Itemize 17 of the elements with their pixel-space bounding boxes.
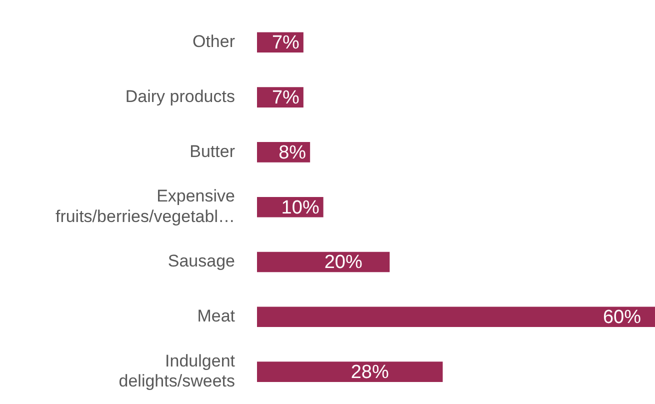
data-label: 20% <box>324 252 362 274</box>
data-label: 60% <box>602 307 642 328</box>
y-tick-label: Sausage <box>168 252 235 271</box>
y-tick-label: Dairy products <box>125 86 235 106</box>
data-label: 7% <box>272 32 300 54</box>
y-tick-label: Other <box>192 32 236 52</box>
y-tick-label: Expensive fruits/berries/vegetabl… <box>55 186 235 226</box>
y-tick-label: Butter <box>190 142 236 161</box>
data-label: 10% <box>281 197 320 218</box>
bar <box>257 252 390 272</box>
bar <box>257 306 655 328</box>
y-tick-label: Meat <box>197 306 236 326</box>
y-tick-label: Indulgent delights/sweets <box>118 351 236 391</box>
data-label: 28% <box>350 362 389 384</box>
data-label: 7% <box>272 88 300 109</box>
bar <box>257 362 443 382</box>
data-label: 8% <box>278 142 306 164</box>
